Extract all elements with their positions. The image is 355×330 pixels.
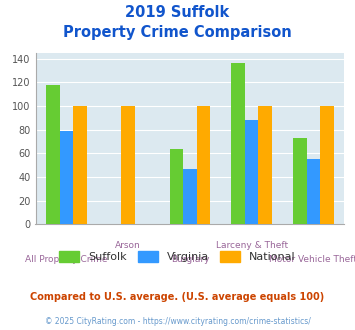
Bar	[258, 106, 272, 224]
Bar	[46, 85, 60, 224]
Text: All Property Crime: All Property Crime	[25, 255, 108, 264]
Text: Burglary: Burglary	[171, 255, 209, 264]
Bar	[183, 169, 197, 224]
Bar	[245, 120, 258, 224]
Legend: Suffolk, Virginia, National: Suffolk, Virginia, National	[55, 247, 300, 267]
Text: 2019 Suffolk: 2019 Suffolk	[125, 5, 230, 20]
Text: Motor Vehicle Theft: Motor Vehicle Theft	[269, 255, 355, 264]
Bar	[73, 106, 87, 224]
Text: Property Crime Comparison: Property Crime Comparison	[63, 25, 292, 40]
Bar	[293, 138, 307, 224]
Bar	[307, 159, 320, 224]
Text: © 2025 CityRating.com - https://www.cityrating.com/crime-statistics/: © 2025 CityRating.com - https://www.city…	[45, 317, 310, 326]
Bar	[231, 63, 245, 224]
Bar	[121, 106, 135, 224]
Text: Larceny & Theft: Larceny & Theft	[215, 241, 288, 250]
Bar	[320, 106, 334, 224]
Bar	[60, 131, 73, 224]
Bar	[197, 106, 210, 224]
Bar	[170, 148, 183, 224]
Text: Arson: Arson	[115, 241, 141, 250]
Text: Compared to U.S. average. (U.S. average equals 100): Compared to U.S. average. (U.S. average …	[31, 292, 324, 302]
